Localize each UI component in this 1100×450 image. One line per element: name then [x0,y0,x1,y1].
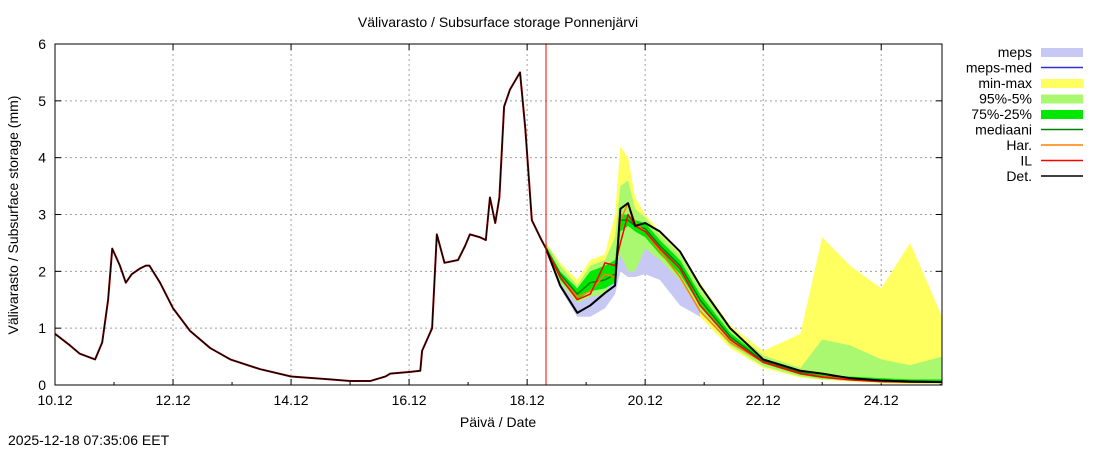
history-det-line [54,71,547,382]
legend-label: IL [1020,153,1032,169]
x-tick-label: 16.12 [392,392,427,408]
legend-label: meps-med [966,60,1032,76]
il-line [545,213,942,383]
x-tick-label: 24.12 [864,392,899,408]
y-tick-label: 2 [38,263,46,279]
x-tick-label: 20.12 [628,392,663,408]
y-tick-label: 0 [38,377,46,393]
det-line [545,202,943,384]
legend-swatch-p75_25 [1041,110,1083,119]
y-tick-label: 4 [38,150,46,166]
y-axis-label: Välivarasto / Subsurface storage (mm) [5,96,21,335]
legend-swatch-p95_5 [1041,94,1083,104]
legend-swatch-minmax [1041,79,1083,88]
legend-label: meps [998,44,1032,60]
min-max-band [546,146,942,384]
y-tick-label: 1 [38,320,46,336]
y-tick-label: 6 [38,36,46,52]
y-tick-label: 5 [38,93,46,109]
x-tick-label: 14.12 [274,392,309,408]
legend-label: min-max [978,75,1032,91]
x-axis-label: Päivä / Date [460,414,536,430]
timestamp: 2025-12-18 07:35:06 EET [8,432,170,448]
legend-swatch-meps [1041,48,1083,57]
x-tick-label: 12.12 [156,392,191,408]
x-tick-label: 10.12 [37,392,72,408]
plot-frame [54,43,943,386]
x-tick-label: 18.12 [510,392,545,408]
legend-label: 95%-5% [979,91,1032,107]
chart-title: Välivarasto / Subsurface storage Ponnenj… [358,14,638,30]
legend-label: Har. [1006,137,1032,153]
history-il-line [54,71,547,383]
y-tick-label: 3 [38,207,46,223]
x-tick-label: 22.12 [746,392,781,408]
legend-label: 75%-25% [971,106,1032,122]
legend-label: mediaani [975,122,1032,138]
legend-label: Det. [1006,168,1032,184]
legend: mepsmeps-medmin-max95%-5%75%-25%mediaani… [966,44,1083,184]
